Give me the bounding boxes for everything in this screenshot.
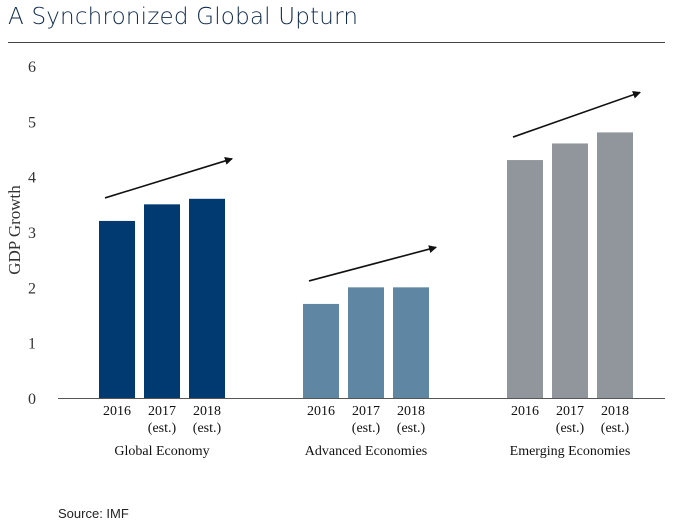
x-tick-label: (est.) [352,421,381,436]
x-tick-label: 2016 [307,404,335,419]
y-axis-label: GDP Growth [5,185,24,275]
y-tick-label: 2 [28,280,36,297]
trend-arrow [308,245,437,282]
trend-arrow [104,157,233,199]
bar-1-0 [303,303,339,398]
page-title: A Synchronized Global Upturn [8,4,359,30]
x-tick-label: (est.) [193,421,222,436]
y-tick-label: 0 [28,391,36,408]
y-tick-label: 1 [28,336,36,353]
bar-0-0 [99,220,135,398]
bar-0-2 [189,198,225,398]
bar-2-2 [597,132,633,398]
bar-2-1 [552,143,588,398]
title-divider [8,42,665,43]
y-tick-label: 3 [28,225,36,242]
x-tick-label: (est.) [601,421,630,436]
x-tick-label: 2017 [148,404,176,419]
trend-arrow [512,90,641,138]
group-label: Global Economy [114,444,209,459]
source-note: Source: IMF [58,506,129,521]
x-tick-label: (est.) [148,421,177,436]
bar-2-0 [507,160,543,398]
x-tick-label: 2016 [103,404,131,419]
group-label: Advanced Economies [305,444,427,459]
bar-chart: 0 1 2 3 4 5 6 GDP Growth 2016 2017 (est.) 2018 (est… [5,59,665,459]
x-tick-label: (est.) [556,421,585,436]
x-tick-label: 2018 [193,404,221,419]
x-tick-label: (est.) [397,421,426,436]
bar-1-1 [348,287,384,398]
x-tick-label: 2017 [556,404,584,419]
y-tick-label: 5 [28,114,36,131]
group-label: Emerging Economies [510,444,631,459]
x-tick-label: 2017 [352,404,380,419]
bar-1-2 [393,287,429,398]
x-tick-label: 2018 [601,404,629,419]
x-tick-label: 2018 [397,404,425,419]
x-tick-label: 2016 [511,404,539,419]
y-tick-label: 4 [28,170,36,187]
bar-0-1 [144,204,180,398]
y-tick-label: 6 [28,59,36,76]
